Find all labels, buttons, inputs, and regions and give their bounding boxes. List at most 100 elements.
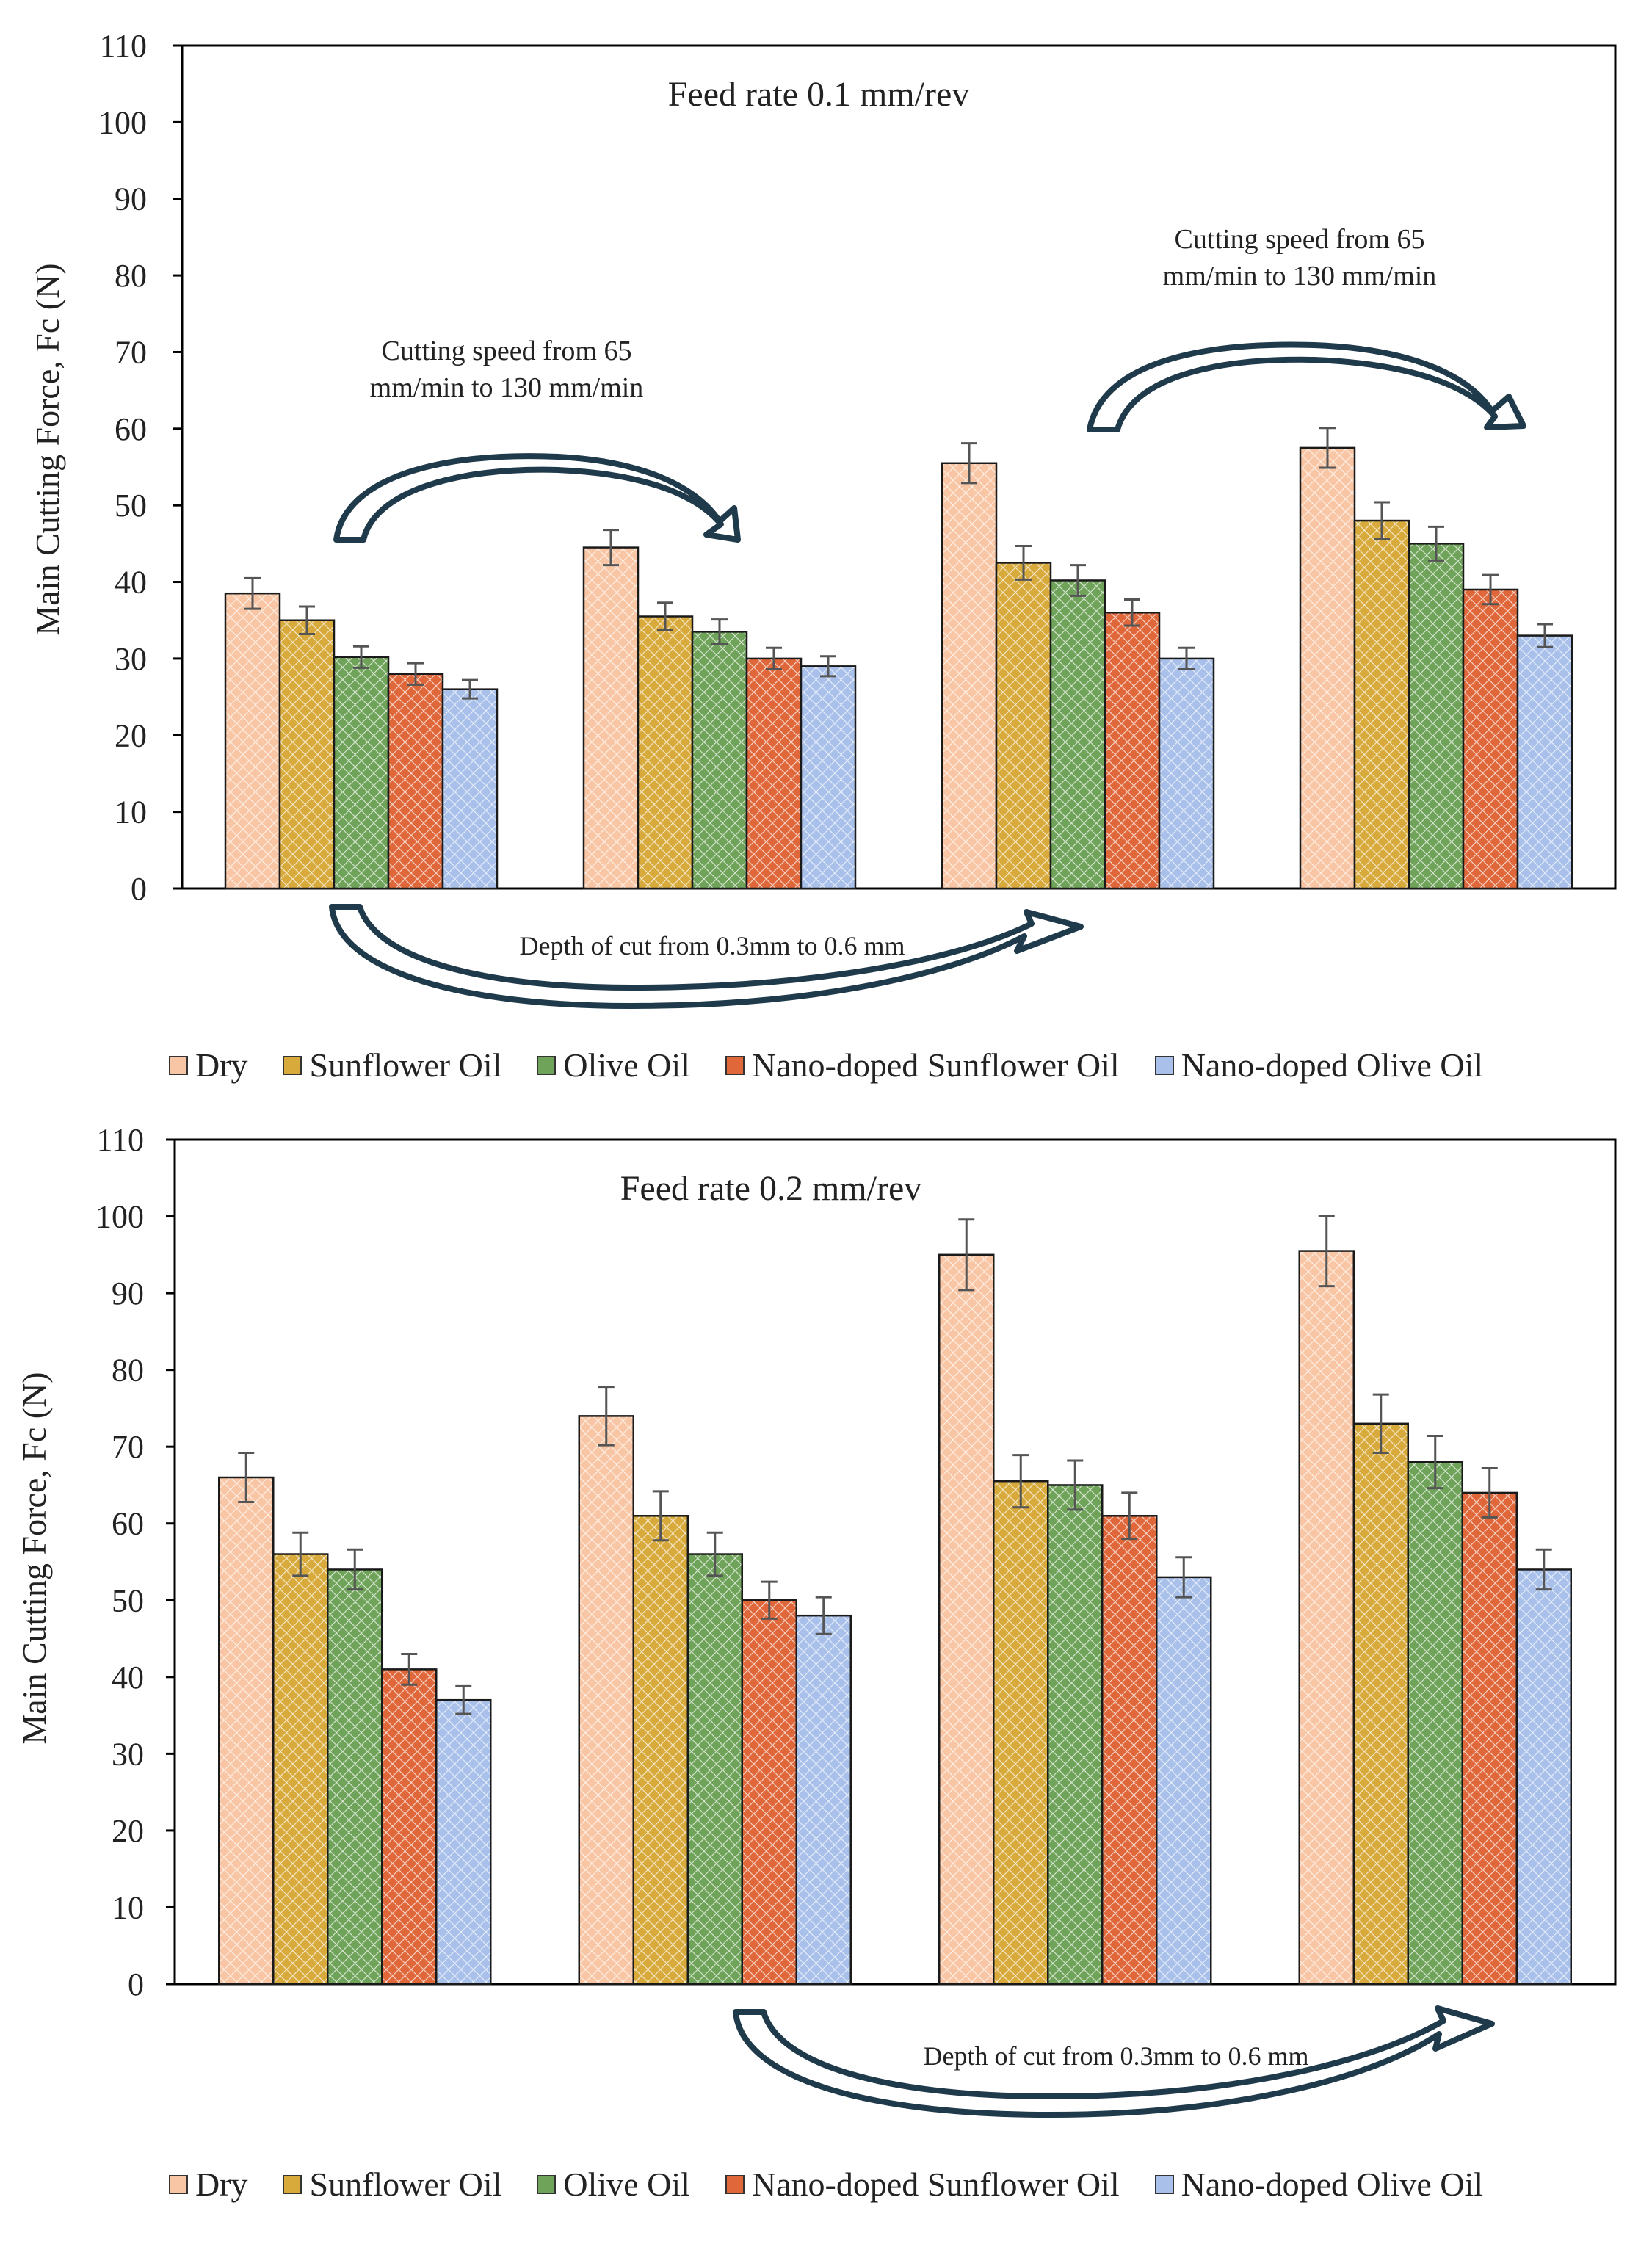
bar-nano-doped-olive-oil-4: [1516, 634, 1573, 890]
bar-nano-doped-sunflower-oil-1: [381, 1668, 438, 1986]
legend-label: Sunflower Oil: [309, 1046, 502, 1084]
annotations-bottom: Depth of cut from 0.3mm to 0.6 mm: [733, 2005, 1495, 2118]
curved-arrow-icon: [329, 904, 1084, 1009]
y-tick-label: 60: [112, 1506, 144, 1542]
legend-swatch-dry: [168, 2174, 188, 2194]
legend-label: Sunflower Oil: [309, 2165, 502, 2203]
annotation-depth-top: Depth of cut from 0.3mm to 0.6 mm: [520, 931, 905, 960]
legend-swatch-nano-doped-olive-oil: [1154, 1055, 1174, 1075]
y-tick-label: 20: [115, 717, 147, 753]
bar-nano-doped-sunflower-oil-3: [1104, 612, 1161, 890]
bar-olive-oil-2: [691, 631, 748, 890]
bar-olive-oil-1: [327, 1568, 383, 1986]
bar-olive-oil-3: [1047, 1484, 1104, 1986]
legend-swatch-nano-doped-olive-oil: [1154, 2174, 1174, 2194]
plot-area: [181, 44, 1617, 890]
bar-dry-4: [1298, 1250, 1355, 1986]
bar-sunflower-oil-3: [995, 562, 1052, 890]
bar-dry-1: [218, 1476, 275, 1986]
chart-title: Feed rate 0.1 mm/rev: [668, 75, 970, 114]
bar-olive-oil-4: [1408, 543, 1465, 890]
legend-item-nano-doped-sunflower-oil: Nano-doped Sunflower Oil: [725, 1046, 1120, 1085]
bar-dry-1: [224, 592, 281, 890]
bar-sunflower-oil-4: [1353, 519, 1410, 890]
legend-item-sunflower-oil: Sunflower Oil: [283, 1046, 501, 1085]
y-tick-label: 70: [112, 1429, 144, 1465]
legend-label: Nano-doped Sunflower Oil: [751, 1046, 1120, 1084]
legend-swatch-sunflower-oil: [283, 1055, 302, 1075]
annotation-speed-b-line1: Cutting speed from 65: [1175, 224, 1425, 255]
annotation-speed-a-line2: mm/min to 130 mm/min: [370, 372, 644, 403]
legend-swatch-sunflower-oil: [283, 2174, 302, 2194]
curved-arrow-icon: [333, 453, 741, 543]
y-tick-label: 80: [112, 1353, 144, 1389]
legend-swatch-olive-oil: [537, 2174, 557, 2194]
curved-arrow-icon: [1087, 341, 1526, 432]
legend-label: Nano-doped Olive Oil: [1181, 1046, 1484, 1084]
legend-swatch-nano-doped-sunflower-oil: [725, 1055, 745, 1075]
y-tick-label: 90: [112, 1275, 144, 1311]
curved-arrow-icon: [733, 2005, 1495, 2118]
y-tick-label: 10: [112, 1889, 144, 1925]
legend-top: Dry Sunflower Oil Olive Oil Nano-doped S…: [0, 1046, 1652, 1085]
y-tick-label: 30: [112, 1736, 144, 1772]
legend-item-nano-doped-olive-oil: Nano-doped Olive Oil: [1154, 2165, 1484, 2204]
bar-sunflower-oil-2: [632, 1515, 689, 1986]
bar-sunflower-oil-2: [637, 615, 694, 890]
legend-bottom: Dry Sunflower Oil Olive Oil Nano-doped S…: [0, 2165, 1652, 2204]
y-tick-label: 100: [95, 1199, 144, 1235]
bar-nano-doped-sunflower-oil-4: [1462, 588, 1519, 890]
y-tick-label: 20: [112, 1813, 144, 1849]
annotations-top: Cutting speed from 65 mm/min to 130 mm/m…: [329, 224, 1526, 1009]
legend-item-dry: Dry: [168, 2165, 248, 2204]
legend-swatch-olive-oil: [537, 1055, 557, 1075]
legend-item-olive-oil: Olive Oil: [537, 2165, 690, 2204]
bar-sunflower-oil-1: [272, 1553, 329, 1986]
bar-nano-doped-sunflower-oil-1: [387, 673, 444, 890]
legend-label: Dry: [195, 2165, 248, 2203]
bar-sunflower-oil-4: [1352, 1422, 1409, 1986]
bar-sunflower-oil-1: [278, 619, 336, 890]
bar-nano-doped-sunflower-oil-4: [1461, 1491, 1518, 1986]
y-tick-label: 0: [131, 871, 147, 907]
bar-nano-doped-olive-oil-2: [800, 665, 857, 890]
bar-dry-4: [1299, 446, 1356, 890]
y-tick-label: 40: [115, 565, 147, 601]
annotation-speed-a-line1: Cutting speed from 65: [382, 336, 632, 366]
y-axis-label: Main Cutting Force, Fc (N): [29, 263, 66, 635]
y-tick-label: 0: [128, 1966, 144, 2002]
bar-sunflower-oil-3: [993, 1480, 1049, 1986]
y-tick-label: 110: [100, 28, 147, 64]
legend-label: Olive Oil: [563, 1046, 690, 1084]
bar-nano-doped-olive-oil-3: [1156, 1576, 1212, 1986]
legend-item-olive-oil: Olive Oil: [537, 1046, 690, 1085]
legend-item-sunflower-oil: Sunflower Oil: [283, 2165, 501, 2204]
bar-nano-doped-olive-oil-4: [1515, 1568, 1572, 1986]
legend-item-nano-doped-olive-oil: Nano-doped Olive Oil: [1154, 1046, 1484, 1085]
y-tick-label: 40: [112, 1660, 144, 1695]
y-tick-label: 100: [98, 104, 147, 140]
y-tick-label: 10: [115, 795, 147, 830]
bar-nano-doped-sunflower-oil-3: [1101, 1515, 1158, 1986]
bar-nano-doped-olive-oil-2: [795, 1614, 852, 1986]
legend-swatch-dry: [168, 1055, 188, 1075]
chart-feed-rate-0-1: Main Cutting Force, Fc (N) Feed rate 0.1…: [29, 28, 1617, 907]
annotation-speed-b-line2: mm/min to 130 mm/min: [1163, 261, 1437, 292]
chart-title: Feed rate 0.2 mm/rev: [620, 1169, 922, 1208]
bar-nano-doped-sunflower-oil-2: [745, 657, 803, 890]
annotation-depth-bottom: Depth of cut from 0.3mm to 0.6 mm: [924, 2041, 1309, 2071]
bar-dry-2: [578, 1415, 634, 1986]
bar-olive-oil-4: [1407, 1461, 1463, 1986]
y-tick-label: 30: [115, 641, 147, 677]
y-axis-label: Main Cutting Force, Fc (N): [15, 1372, 53, 1744]
legend-item-nano-doped-sunflower-oil: Nano-doped Sunflower Oil: [725, 2165, 1120, 2204]
legend-label: Dry: [195, 1046, 248, 1084]
y-tick-label: 60: [115, 411, 147, 447]
bar-nano-doped-olive-oil-3: [1158, 657, 1215, 890]
legend-label: Nano-doped Olive Oil: [1181, 2165, 1484, 2203]
chart-feed-rate-0-2: Main Cutting Force, Fc (N) Feed rate 0.2…: [15, 1122, 1617, 2002]
legend-label: Nano-doped Sunflower Oil: [751, 2165, 1120, 2203]
bar-olive-oil-2: [686, 1553, 743, 1986]
y-tick-label: 110: [97, 1122, 144, 1158]
